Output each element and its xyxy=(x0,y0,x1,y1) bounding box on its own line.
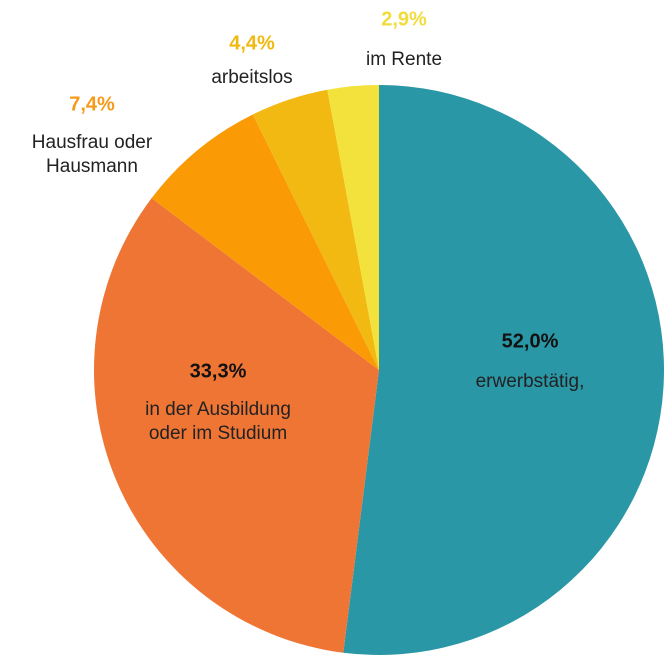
value-label: 2,9% xyxy=(381,8,427,30)
category-label: arbeitslos xyxy=(211,67,292,88)
category-label: Hausfrau oder Hausmann xyxy=(32,132,153,177)
value-label: 4,4% xyxy=(229,32,275,54)
category-label: in der Ausbildung oder im Studium xyxy=(145,399,291,444)
pie-slice xyxy=(94,198,380,653)
value-label: 7,4% xyxy=(69,93,115,115)
value-label: 52,0% xyxy=(502,330,559,352)
pie-slice xyxy=(327,85,379,370)
pie-slice xyxy=(252,89,379,371)
value-label: 33,3% xyxy=(190,360,247,382)
category-label: erwerbstätig, xyxy=(476,371,585,392)
category-label: im Rente xyxy=(366,49,442,70)
pie-slice xyxy=(343,85,664,655)
pie-slice xyxy=(151,114,379,370)
